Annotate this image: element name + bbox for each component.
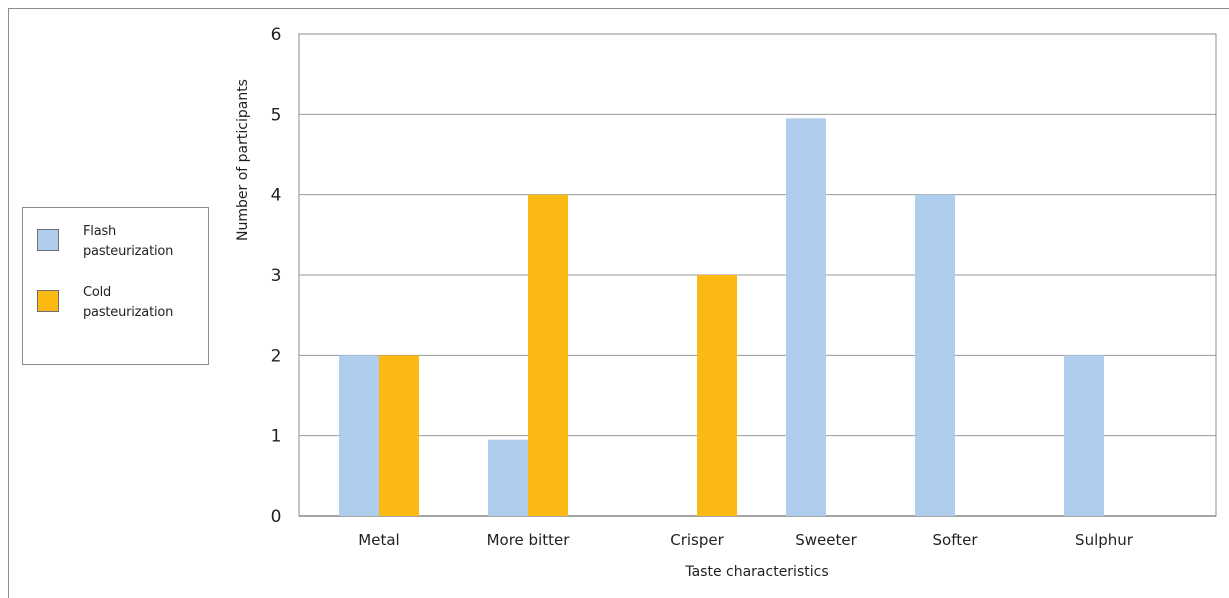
y-tick-label: 1 [271,427,282,447]
x-tick-label: Crisper [670,531,724,549]
bar-flash-pasteurization-softer [915,194,955,516]
bar-cold-pasteurization-crisper [697,275,737,516]
legend-swatch-flash-pasteurization [37,229,59,251]
y-tick-label: 4 [271,186,282,206]
y-tick-label: 5 [271,105,282,125]
figure-frame [8,8,1229,598]
x-tick-label: Sulphur [1075,531,1134,549]
legend-label-cold-pasteurization: Cold pasteurization [83,283,203,323]
legend-label-line: Cold [83,285,112,300]
x-tick-label: Softer [933,531,979,549]
legend-label-line: pasteurization [83,244,174,259]
y-tick-label: 0 [271,507,282,527]
x-axis-title: Taste characteristics [684,564,828,580]
bar-cold-pasteurization-more-bitter [528,194,568,516]
x-tick-label: Metal [358,531,399,549]
chart-legend: Flash pasteurization Cold pasteurization [22,207,209,365]
bar-cold-pasteurization-metal [379,355,419,516]
y-tick-label: 6 [271,25,282,45]
x-tick-label: More bitter [487,531,571,549]
bar-flash-pasteurization-sweeter [786,118,826,516]
y-tick-label: 2 [271,346,282,366]
bar-flash-pasteurization-metal [339,355,379,516]
legend-swatch-cold-pasteurization [37,290,59,312]
bar-flash-pasteurization-sulphur [1064,355,1104,516]
legend-label-flash-pasteurization: Flash pasteurization [83,222,203,262]
y-axis-title: Number of participants [235,79,251,241]
bar-flash-pasteurization-more-bitter [488,439,528,516]
legend-label-line: pasteurization [83,305,174,320]
y-tick-label: 3 [271,266,282,286]
legend-label-line: Flash [83,224,117,239]
x-tick-label: Sweeter [795,531,857,549]
